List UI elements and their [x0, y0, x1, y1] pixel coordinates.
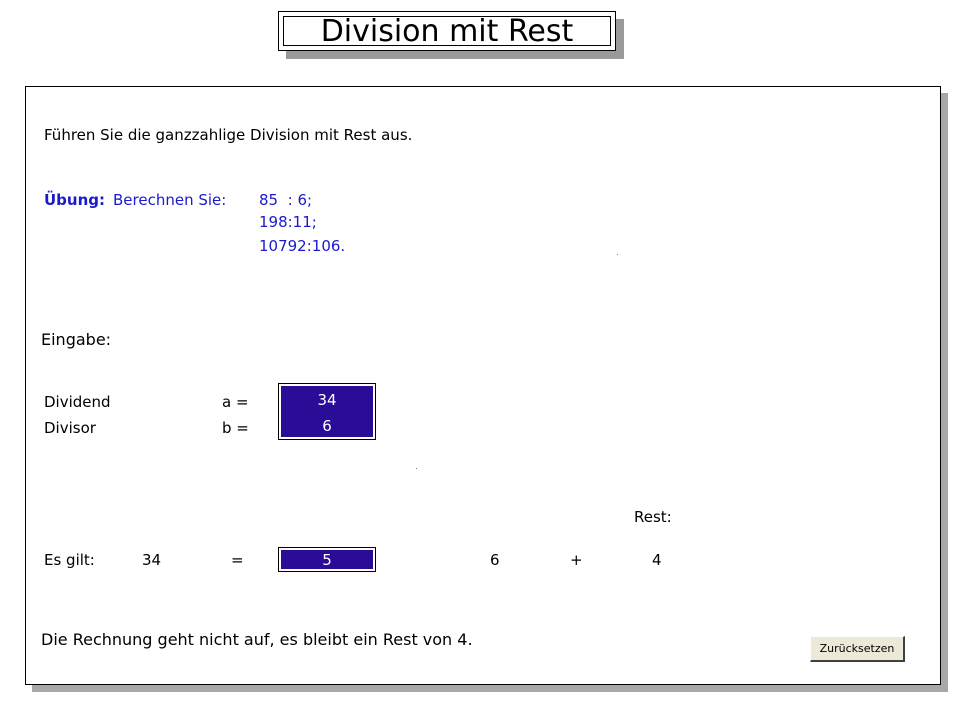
plus-sign: + [570, 551, 583, 569]
equals-sign: = [231, 551, 244, 569]
stray-dot [617, 254, 618, 255]
input-heading: Eingabe: [41, 330, 112, 349]
exercise-task-2: 198:11; [259, 213, 317, 231]
title-box: Division mit Rest [278, 11, 616, 51]
divisor-label: Divisor [44, 419, 96, 437]
dividend-label: Dividend [44, 393, 111, 411]
dividend-input[interactable]: 34 [317, 391, 337, 409]
rest-heading: Rest: [634, 508, 672, 526]
exercise-prompt: Berechnen Sie: [113, 191, 227, 209]
equation-dividend: 34 [142, 551, 162, 569]
divisor-variable: b = [222, 419, 249, 437]
reset-button[interactable]: Zurücksetzen [810, 636, 905, 662]
exercise-task-3: 10792:106. [259, 237, 346, 255]
main-panel [25, 86, 941, 685]
exercise-label: Übung: [44, 191, 106, 209]
quotient-box: 5 [278, 547, 376, 572]
remainder-value: 4 [652, 551, 662, 569]
exercise-task-1: 85 : 6; [259, 191, 313, 209]
dividend-variable: a = [222, 393, 249, 411]
equation-label: Es gilt: [44, 551, 95, 569]
quotient-background: 5 [281, 550, 373, 569]
stray-dot [416, 468, 417, 469]
instruction-text: Führen Sie die ganzzahlige Division mit … [44, 126, 413, 144]
operand-input-background: 34 6 [281, 386, 373, 437]
quotient-input[interactable]: 5 [322, 551, 332, 569]
divisor-input[interactable]: 6 [322, 417, 332, 435]
result-message: Die Rechnung geht nicht auf, es bleibt e… [41, 630, 473, 649]
operand-input-group: 34 6 [278, 383, 376, 440]
page-title: Division mit Rest [283, 14, 611, 49]
equation-divisor: 6 [490, 551, 500, 569]
